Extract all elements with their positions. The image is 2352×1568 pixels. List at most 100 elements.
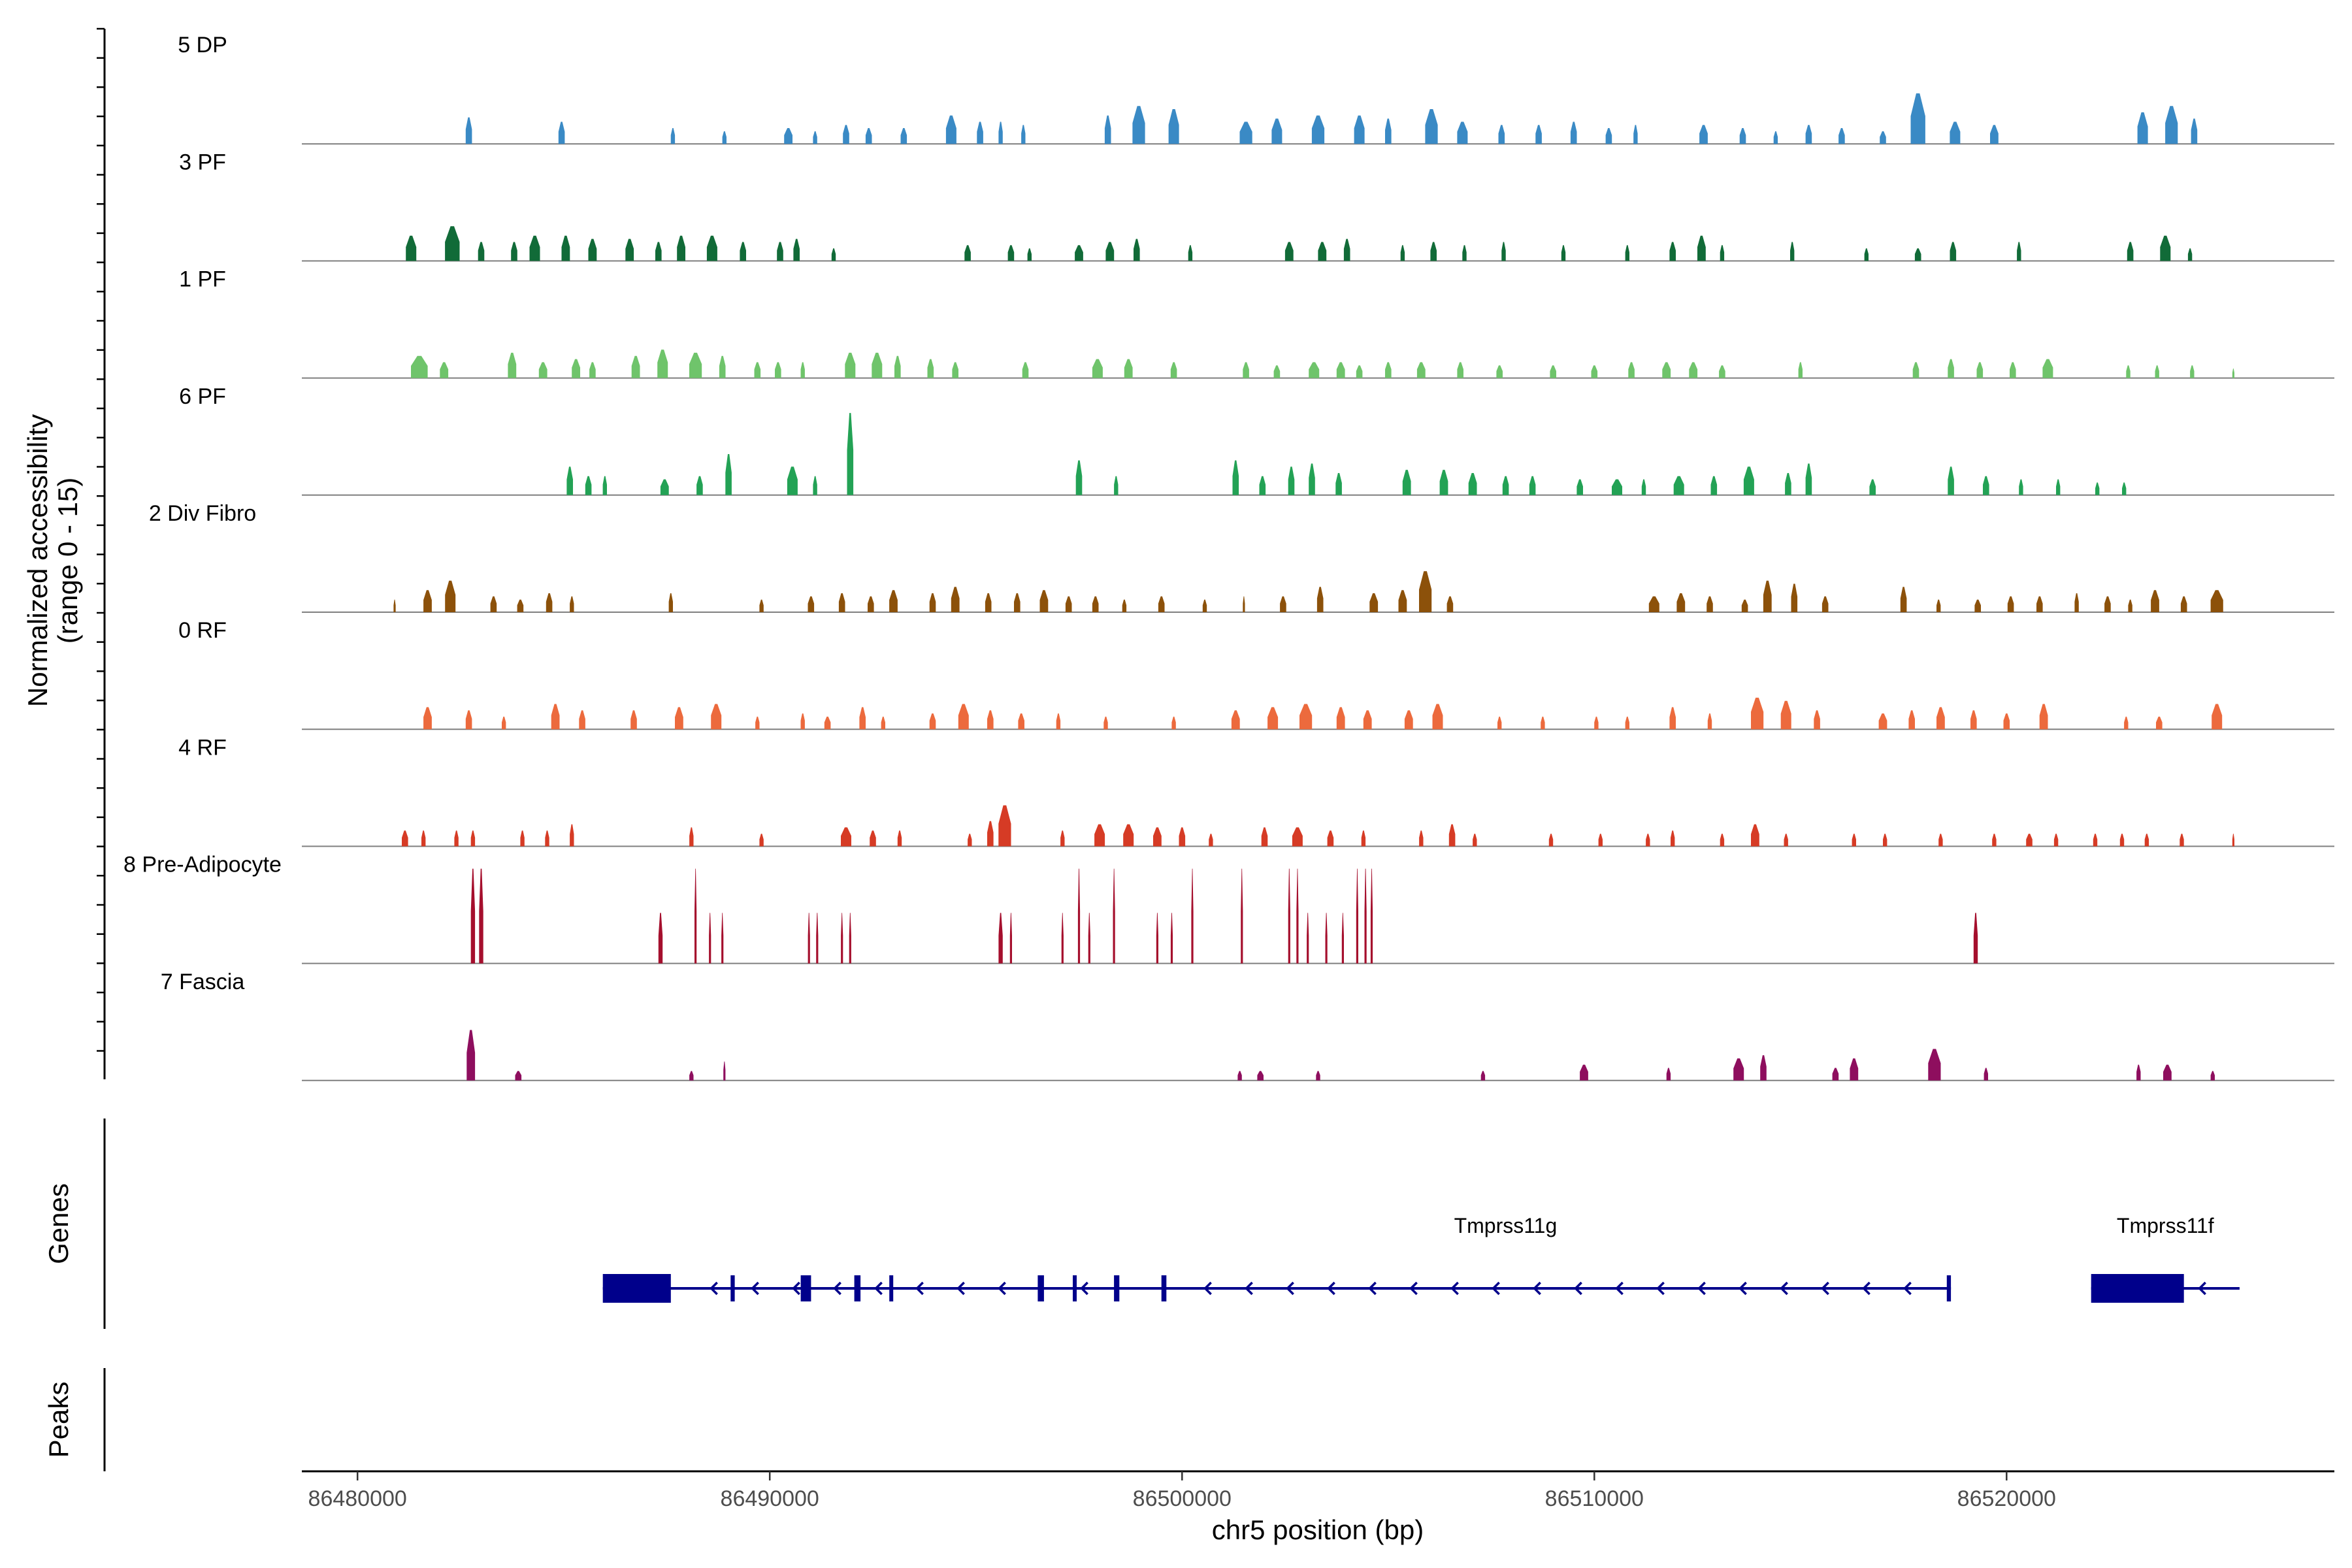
coverage-peak (1267, 707, 1279, 730)
coverage-peak (546, 593, 553, 612)
coverage-peak (1791, 583, 1798, 612)
coverage-peak (1699, 125, 1708, 144)
coverage-peak (1284, 242, 1294, 261)
coverage-peak (445, 226, 460, 261)
gene-annotations: Tmprss11g Tmprss11f (602, 1214, 2240, 1303)
coverage-peak (1805, 125, 1812, 144)
coverage-peak (1798, 362, 1803, 378)
coverage-peak (517, 599, 524, 612)
track-label: 6 PF (179, 384, 226, 409)
track-label: 8 Pre-Adipocyte (123, 853, 282, 877)
coverage-peak (1502, 476, 1509, 495)
track-label: 5 DP (178, 33, 227, 57)
strand-arrow (1450, 1281, 1459, 1296)
coverage-peak (689, 1071, 694, 1081)
coverage-peak (2191, 118, 2198, 144)
coverage-peak (1598, 834, 1603, 847)
coverage-peak (668, 593, 673, 612)
coverage-peak (1950, 242, 1957, 261)
coverage-peak (1669, 242, 1676, 261)
coverage-peak (847, 413, 854, 495)
coverage-peak (406, 235, 417, 261)
coverage-peak (670, 128, 676, 144)
coverage-peak (1864, 248, 1869, 261)
coverage-peak (1114, 476, 1119, 495)
coverage-peak (1473, 834, 1477, 847)
coverage-peak (1751, 824, 1759, 847)
coverage-peak (1014, 593, 1021, 612)
coverage-peak (709, 913, 711, 964)
coverage-peak (1498, 125, 1505, 144)
coverage-peak (1271, 118, 1282, 144)
coverage-peak (1402, 470, 1411, 495)
coverage-peak (511, 242, 517, 261)
coverage-peak (2126, 365, 2131, 378)
track-label: 2 Div Fibro (149, 501, 256, 526)
coverage-peak (1007, 245, 1015, 261)
coverage-peak (1354, 115, 1365, 144)
coverage-peak (2053, 834, 2059, 847)
coverage-peak (1179, 827, 1186, 847)
gene-exon (1946, 1275, 1952, 1301)
coverage-peak (1123, 824, 1134, 847)
coverage-peak (402, 830, 408, 847)
coverage-peak (1908, 710, 1915, 730)
coverage-peak (2155, 365, 2159, 378)
coverage-peak (1448, 824, 1456, 847)
coverage-peak (1992, 834, 1997, 847)
coverage-peak (393, 599, 396, 612)
coverage-peak (1369, 593, 1379, 612)
coverage-peak (1261, 827, 1268, 847)
coverage-peak (2165, 106, 2178, 144)
coverage-peak (579, 710, 585, 730)
coverage-peak (1838, 128, 1845, 144)
coverage-peak (570, 596, 574, 612)
coverage-peak (657, 350, 668, 378)
coverage-peak (1425, 109, 1438, 144)
coverage-peak (872, 352, 883, 378)
coverage-peak (423, 707, 432, 730)
coverage-peak (1361, 830, 1366, 847)
coverage-peak (754, 362, 761, 378)
coverage-peak (1580, 1064, 1588, 1081)
coverage-peak (2124, 716, 2129, 730)
coverage-peak (470, 830, 476, 847)
coverage-peak (658, 913, 663, 964)
coverage-peak (1646, 834, 1650, 847)
coverage-peak (1497, 716, 1502, 730)
coverage-peak (677, 235, 685, 261)
coverage-peak (808, 596, 815, 612)
coverage-peak (1850, 1058, 1859, 1081)
coverage-peak (859, 707, 866, 730)
coverage-peak (759, 599, 764, 612)
coverage-peak (1370, 868, 1373, 964)
coverage-peak (2210, 1071, 2215, 1081)
gene-name-label: Tmprss11g (1454, 1214, 1558, 1237)
coverage-peak (1158, 596, 1165, 612)
coverage-peak (2127, 242, 2134, 261)
coverage-peak (1398, 590, 1407, 612)
coverage-peak (1612, 479, 1622, 495)
coverage-peak (870, 830, 876, 847)
coverage-peak (660, 479, 669, 495)
coverage-peak (868, 596, 874, 612)
coverage-peak (1743, 466, 1754, 495)
coverage-peak (1419, 830, 1424, 847)
coverage-peak (1462, 245, 1467, 261)
genes-panel-label: Genes (43, 1183, 74, 1264)
coverage-peak (2137, 112, 2148, 144)
coverage-peak (1092, 596, 1099, 612)
coverage-peak (1170, 913, 1173, 964)
coverage-peak (1299, 704, 1313, 730)
coverage-peak (1561, 245, 1566, 261)
coverage-peak (2119, 834, 2125, 847)
coverage-peak (1027, 248, 1032, 261)
gene-name-label: Tmprss11f (2117, 1214, 2214, 1237)
coverage-peak (566, 466, 573, 495)
strand-arrow (2198, 1281, 2206, 1296)
coverage-peak (2128, 599, 2132, 612)
coverage-peak (1950, 122, 1961, 144)
coverage-peak (588, 238, 597, 261)
coverage-peak (843, 125, 849, 144)
